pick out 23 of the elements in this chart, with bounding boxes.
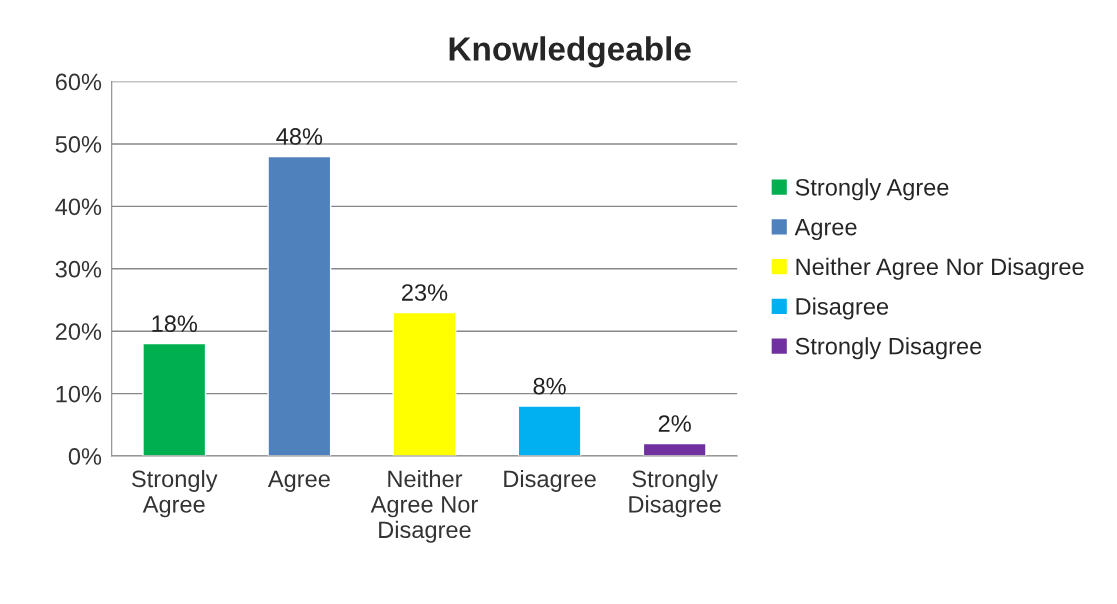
legend-label: Disagree (796, 297, 889, 320)
data-label: 23% (402, 284, 448, 301)
x-tick-label: Strongly Disagree (629, 469, 721, 518)
x-tick-label: Strongly Agree (132, 469, 218, 518)
y-tick-label: 0% (68, 448, 102, 465)
x-tick-label: Neither Agree Nor Disagree (370, 469, 478, 543)
data-label: 8% (533, 377, 566, 395)
y-tick-label: 50% (55, 136, 102, 153)
legend-label: Strongly Disagree (795, 337, 982, 360)
chart-title: Knowledgeable (449, 36, 691, 68)
x-tick-label: Agree (267, 470, 330, 492)
y-tick-label: 40% (55, 198, 102, 216)
y-tick-label: 10% (56, 385, 102, 403)
legend-label: Agree (794, 218, 857, 241)
y-tick-label: 30% (55, 260, 102, 278)
x-tick-label: Disagree (504, 469, 596, 492)
legend-label: Neither Agree Nor Disagree (796, 257, 1084, 280)
legend-label: Strongly Agree (795, 178, 949, 201)
y-tick-label: 60% (55, 73, 102, 91)
data-label: 48% (276, 128, 323, 145)
data-label: 18% (152, 315, 198, 333)
y-tick-label: 20% (55, 323, 102, 340)
data-label: 2% (658, 415, 691, 432)
